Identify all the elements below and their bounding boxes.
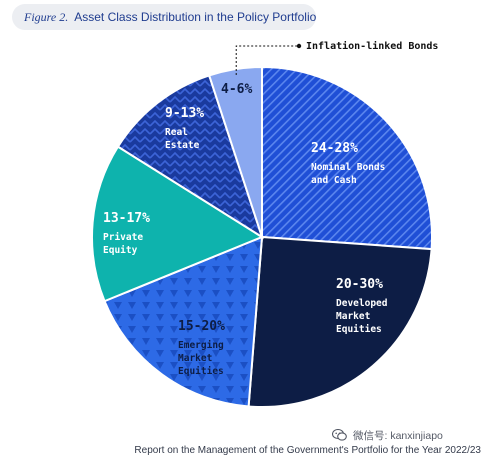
pie-slice-emerging-market-equities xyxy=(103,235,264,408)
slice-label-nominal-bonds-cash: 24-28% Nominal Bonds and Cash xyxy=(311,141,385,186)
slice-range-label: 15-20% xyxy=(178,319,225,334)
slice-name-label: Nominal Bonds xyxy=(311,162,385,173)
slice-label-emerging-market-equities: 15-20% Emerging Market Equities xyxy=(178,319,225,377)
slice-label-inflation-linked-bonds: 4-6% xyxy=(221,82,252,97)
slice-name-label: Real xyxy=(165,127,188,138)
pie-slice-real-estate xyxy=(116,74,264,240)
wechat-icon xyxy=(332,429,347,441)
slice-range-label: 20-30% xyxy=(336,277,383,292)
slice-label-real-estate: 9-13% Real Estate xyxy=(165,106,204,151)
slice-range-label: 4-6% xyxy=(221,82,252,97)
slice-name-label: Market xyxy=(178,353,212,364)
figure-title: Asset Class Distribution in the Policy P… xyxy=(74,10,317,24)
watermark: 微信号: kanxinjiapo xyxy=(332,425,492,445)
slice-name-label: Market xyxy=(336,311,370,322)
slice-name-label: Equity xyxy=(103,245,138,256)
callout-leader-line xyxy=(235,45,299,76)
figure-number: Figure 2. xyxy=(24,9,69,24)
pie-slice-inflation-linked-bonds xyxy=(207,65,263,238)
watermark-text: 微信号: kanxinjiapo xyxy=(353,429,443,442)
slice-name-label: Equities xyxy=(336,324,382,335)
slice-name-label: and Cash xyxy=(311,175,357,186)
figure-caption: Figure 2. Asset Class Distribution in th… xyxy=(12,4,316,30)
slice-name-label: Equities xyxy=(178,366,224,377)
slice-name-label: Private xyxy=(103,232,143,243)
slice-range-label: 24-28% xyxy=(311,141,358,156)
slice-label-developed-market-equities: 20-30% Developed Market Equities xyxy=(336,277,388,335)
callout-label: Inflation-linked Bonds xyxy=(306,40,438,52)
pie-slice-private-equity xyxy=(91,145,265,303)
slice-range-label: 13-17% xyxy=(103,211,150,226)
pie-slice-nominal-bonds-cash xyxy=(261,65,433,251)
slice-name-label: Emerging xyxy=(178,340,224,351)
pie-slice-developed-market-equities xyxy=(247,235,433,408)
report-footer: Report on the Management of the Governme… xyxy=(134,445,481,456)
slice-range-label: 9-13% xyxy=(165,106,204,121)
slice-name-label: Estate xyxy=(165,140,200,151)
slice-label-private-equity: 13-17% Private Equity xyxy=(103,211,150,256)
pie-chart: 24-28% Nominal Bonds and Cash 20-30% Develop… xyxy=(91,40,438,408)
callout-dot xyxy=(296,43,302,49)
slice-name-label: Developed xyxy=(336,298,388,309)
